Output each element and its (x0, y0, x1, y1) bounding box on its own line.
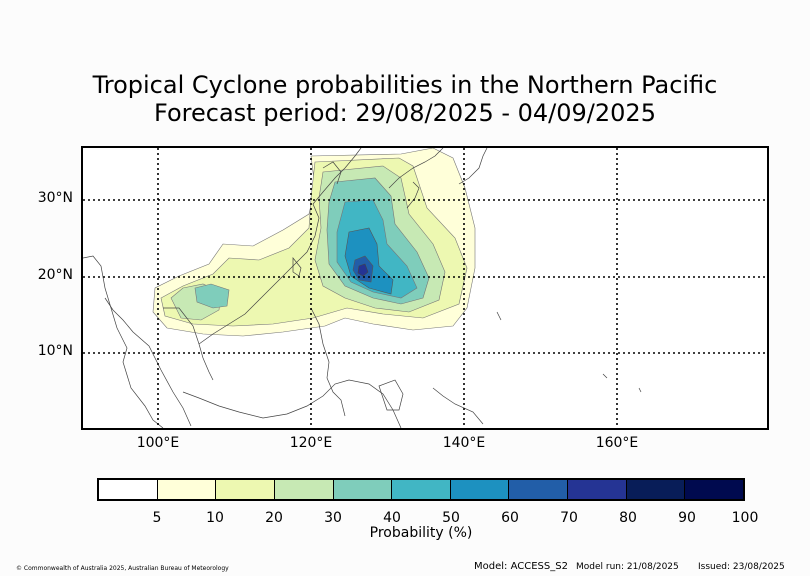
colorbar-tick: 30 (324, 510, 342, 526)
lat-label-30n: 30°N (37, 190, 73, 206)
colorbar-segment (450, 480, 510, 499)
colorbar-tick: 5 (152, 510, 162, 526)
model-name: Model: ACCESS_S2 (474, 561, 568, 572)
lat-label-20n: 20°N (37, 267, 73, 283)
model-run-date: Model run: 21/08/2025 (576, 562, 679, 572)
forecast-period-subtitle: Forecast period: 29/08/2025 - 04/09/2025 (154, 99, 656, 127)
colorbar-tick: 70 (560, 510, 578, 526)
colorbar-segment (216, 480, 275, 499)
map-canvas (83, 148, 767, 428)
colorbar-segment (99, 480, 158, 499)
colorbar-segment (157, 480, 217, 499)
colorbar-segment (626, 480, 686, 499)
graticule (83, 148, 767, 428)
colorbar-segment (392, 480, 451, 499)
lon-label-140e: 140°E (442, 435, 486, 451)
probability-map (81, 146, 769, 430)
lat-label-10n: 10°N (37, 343, 73, 359)
colorbar-tick: 100 (731, 510, 759, 526)
probability-contours (152, 148, 476, 337)
colorbar-segment (274, 480, 334, 499)
copyright-notice: © Commonwealth of Australia 2025, Austra… (16, 565, 229, 572)
coastlines (83, 148, 642, 428)
colorbar-tick: 40 (383, 510, 401, 526)
colorbar-tick: 60 (501, 510, 519, 526)
lon-label-160e: 160°E (595, 435, 639, 451)
colorbar-tick: 90 (678, 510, 696, 526)
colorbar-tick: 10 (206, 510, 224, 526)
colorbar-tick: 20 (265, 510, 283, 526)
colorbar-label: Probability (%) (369, 525, 473, 541)
contour-70pct (357, 263, 369, 277)
lon-label-120e: 120°E (289, 435, 333, 451)
colorbar-segment (685, 480, 744, 499)
colorbar-tick: 50 (442, 510, 460, 526)
lon-label-100e: 100°E (136, 435, 180, 451)
colorbar-segment (568, 480, 627, 499)
probability-colorbar (97, 478, 745, 501)
colorbar-segment (509, 480, 569, 499)
colorbar-segment (333, 480, 393, 499)
issued-date: Issued: 23/08/2025 (698, 562, 785, 572)
map-title: Tropical Cyclone probabilities in the No… (92, 71, 718, 99)
colorbar-tick: 80 (619, 510, 637, 526)
